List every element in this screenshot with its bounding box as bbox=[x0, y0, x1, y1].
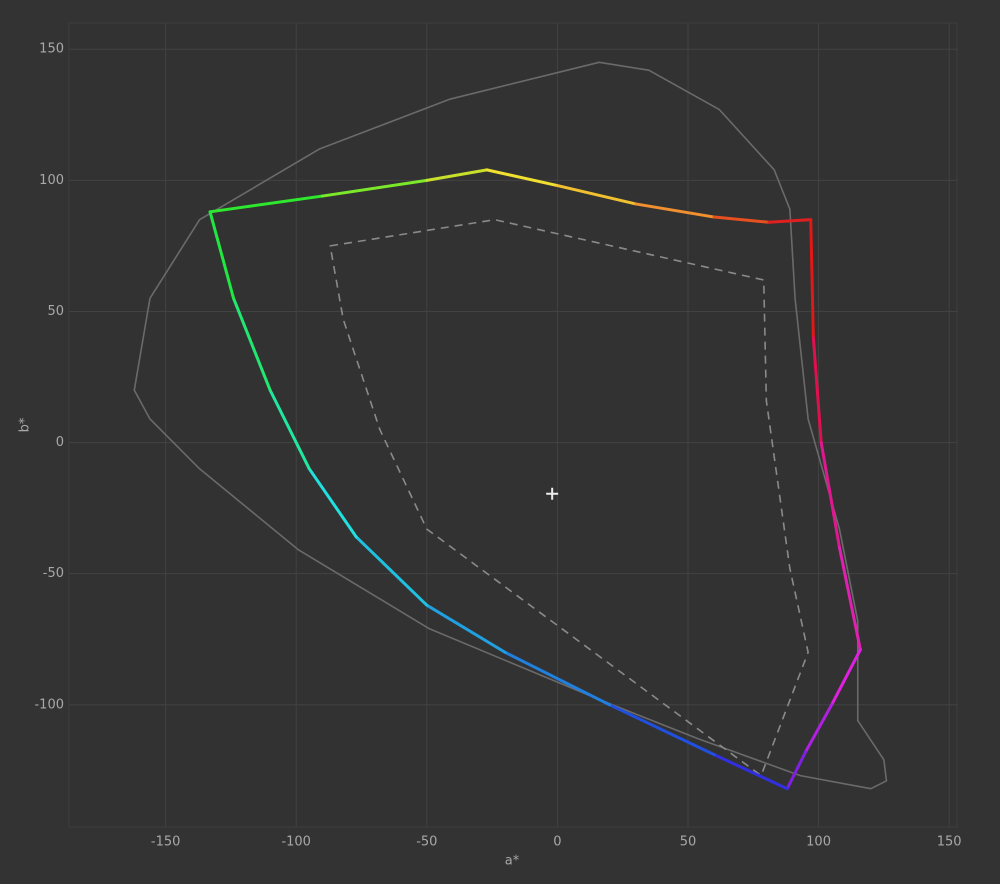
gamut-segment bbox=[307, 467, 358, 539]
gamut-segment bbox=[819, 441, 841, 549]
gamut-segment bbox=[785, 750, 808, 791]
gamut-segment bbox=[320, 178, 429, 198]
x-axis-label: a* bbox=[505, 854, 520, 869]
gamut-segment bbox=[485, 168, 559, 188]
x-tick-label: 50 bbox=[680, 835, 697, 850]
gamut-segment bbox=[555, 184, 638, 206]
gamut-segment bbox=[503, 650, 612, 707]
x-tick-label: 0 bbox=[553, 835, 561, 850]
gamut-segment bbox=[608, 703, 716, 757]
gamut-segment bbox=[232, 296, 272, 392]
gamut-segment bbox=[634, 202, 716, 219]
y-tick-label: 150 bbox=[39, 42, 64, 57]
gamut-segment bbox=[425, 168, 489, 182]
y-tick-label: 50 bbox=[47, 304, 64, 319]
gamut-segment bbox=[767, 218, 813, 224]
gamut-segment bbox=[712, 753, 789, 791]
gamut-segment bbox=[208, 194, 324, 214]
x-tick-label: 150 bbox=[937, 835, 962, 850]
gamut-segment bbox=[425, 603, 507, 654]
x-tick-label: -50 bbox=[416, 835, 437, 850]
x-tick-label: -150 bbox=[151, 835, 181, 850]
y-tick-label: -50 bbox=[43, 566, 64, 581]
gamut-segment bbox=[830, 648, 862, 707]
gamut-segment bbox=[712, 215, 771, 224]
gamut-segment bbox=[809, 218, 815, 340]
plot-area bbox=[68, 22, 958, 828]
y-tick-label: -100 bbox=[34, 697, 64, 712]
x-tick-label: 100 bbox=[806, 835, 831, 850]
gamut-segment bbox=[268, 388, 311, 471]
gamut-outline bbox=[133, 61, 888, 790]
x-tick-label: -100 bbox=[281, 835, 311, 850]
gamut-segment bbox=[354, 535, 429, 607]
y-tick-label: 0 bbox=[56, 435, 64, 450]
gamut-segment bbox=[208, 210, 236, 300]
gamut-outline bbox=[329, 218, 809, 777]
marker bbox=[546, 487, 559, 500]
gamut-segment bbox=[811, 336, 823, 445]
y-tick-label: 100 bbox=[39, 173, 64, 188]
gamut-segment bbox=[804, 703, 834, 754]
gamut-segment bbox=[837, 545, 862, 652]
y-axis-label: b* bbox=[18, 417, 33, 432]
